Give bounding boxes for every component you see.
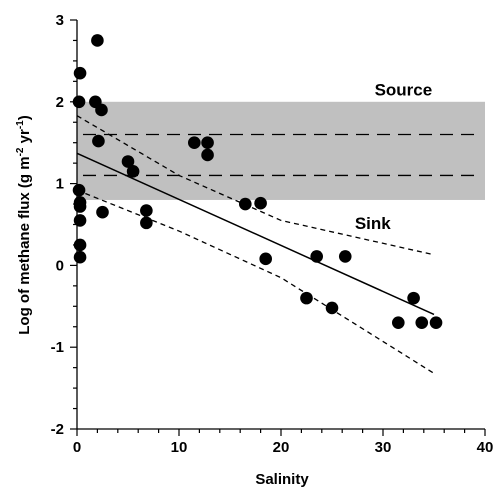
shaded-band: [77, 101, 485, 200]
data-point: [201, 136, 214, 149]
lines-layer: [76, 115, 477, 374]
y-axis-title-sup1: -2: [15, 147, 26, 156]
data-point: [188, 136, 201, 149]
y-axis-title-end: ): [16, 115, 33, 120]
data-point: [140, 204, 153, 217]
labels-layer: Source Sink: [355, 81, 432, 233]
data-point: [126, 165, 140, 178]
data-point: [254, 196, 267, 210]
data-point: [72, 95, 86, 109]
data-point: [239, 197, 252, 211]
data-point: [96, 205, 109, 219]
y-axis-title-main: Log of methane flux (g m: [16, 156, 33, 334]
data-point: [140, 216, 153, 230]
data-point: [429, 316, 443, 329]
data-point: [73, 66, 87, 80]
y-tick-label: 3: [56, 12, 64, 29]
data-point: [73, 238, 87, 252]
x-tick-label: 20: [273, 439, 290, 456]
y-tick-label: 2: [56, 94, 64, 111]
x-tick-label: 30: [375, 439, 392, 456]
data-point: [73, 214, 87, 227]
data-point: [73, 250, 87, 264]
data-point: [72, 183, 86, 197]
region-label-source: Source: [375, 81, 433, 100]
data-point: [121, 155, 135, 168]
y-tick-label: -2: [51, 421, 64, 438]
data-point: [415, 316, 429, 329]
confidence-band-0: [76, 115, 435, 256]
data-point: [92, 134, 105, 148]
shaded-band-layer: [77, 101, 485, 200]
regression-line: [76, 152, 435, 316]
region-label-sink: Sink: [355, 214, 391, 233]
confidence-band-1: [76, 189, 435, 374]
y-axis-title-sup2: -1: [15, 120, 26, 129]
data-point: [91, 34, 104, 47]
data-point: [310, 250, 324, 263]
x-tick-label: 10: [171, 439, 188, 456]
data-point: [392, 316, 405, 329]
points-layer: [72, 34, 443, 329]
data-point: [259, 252, 273, 266]
data-point: [201, 148, 214, 162]
y-axis-title: Log of methane flux (g m-2 yr-1): [15, 115, 33, 335]
x-tick-label: 0: [73, 439, 81, 456]
data-point: [73, 200, 87, 213]
y-axis-title-mid: yr: [16, 129, 33, 148]
y-tick-label: -1: [51, 339, 64, 356]
y-tick-label: 1: [56, 176, 64, 193]
data-point: [338, 250, 352, 263]
data-point: [407, 291, 420, 305]
data-point: [95, 103, 108, 117]
data-point: [325, 301, 339, 315]
y-tick-label: 0: [56, 257, 64, 274]
data-point: [300, 291, 313, 305]
x-tick-label: 40: [477, 439, 494, 456]
x-axis-title: Salinity: [255, 471, 309, 488]
